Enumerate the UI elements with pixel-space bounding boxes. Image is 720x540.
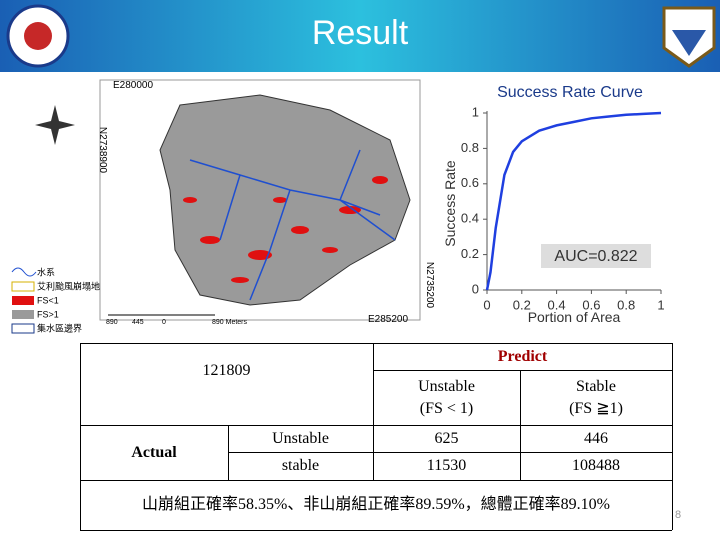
x-tick-label: 1 [657, 297, 664, 312]
y-tick-label: 0.6 [461, 175, 479, 190]
north-arrow [35, 105, 75, 145]
legend-label: FS>1 [37, 309, 59, 319]
table-value: 625 [434, 429, 459, 447]
header-bar: Result [0, 0, 720, 72]
page-number: 8 [675, 509, 681, 521]
table-rule [80, 480, 672, 481]
table-rule [672, 343, 673, 530]
annotation-box [541, 244, 651, 268]
table-value: 108488 [572, 457, 620, 475]
legend-label: FS<1 [37, 295, 59, 305]
map-legend: 水系 艾利颱風崩塌地 FS<1 FS>1 集水區邊界 [11, 266, 100, 334]
x-tick-label: 0.2 [513, 297, 531, 312]
y-tick-label: 0.2 [461, 246, 479, 261]
actual-header: Actual [131, 443, 177, 461]
success-curve [485, 111, 662, 291]
predict-header: Predict [497, 347, 548, 365]
y-tick-label: 1 [472, 104, 479, 119]
table-value: 446 [584, 429, 608, 447]
x-axis-label: Portion of Area [528, 309, 621, 325]
rivers [189, 149, 396, 301]
chart-title: Success Rate Curve [497, 84, 643, 101]
x-tick-label: 0 [483, 297, 490, 312]
map-coord: E285200 [368, 314, 408, 325]
row-header: Unstable [272, 429, 329, 447]
y-tick-label: 0 [472, 281, 479, 296]
table-rule [80, 425, 672, 426]
x-tick-label: 0.4 [548, 297, 566, 312]
logo-left-center [24, 22, 52, 50]
table-rule [520, 370, 521, 480]
column-header: Unstable (FS < 1) [418, 377, 475, 417]
x-tick-label: 0.8 [617, 297, 635, 312]
auc-annotation: AUC=0.822 [554, 248, 637, 265]
legend-label: 水系 [37, 266, 55, 277]
table-rule [80, 530, 672, 531]
accuracy-summary: 山崩組正確率58.35%、非山崩組正確率89.59%，總體正確率89.10% [142, 496, 610, 514]
map-coord: E280000 [113, 80, 153, 91]
scale-label: 890 Meters [212, 319, 248, 326]
table-rule [228, 425, 229, 480]
table-value: 11530 [426, 457, 467, 475]
legend-label: 集水區邊界 [37, 322, 82, 333]
y-axis-label: Success Rate [442, 160, 458, 247]
logo-right-mark [672, 30, 706, 56]
landslide-patches [183, 176, 388, 283]
map-coord: N2738900 [97, 127, 108, 174]
success-rate-chart: Success Rate Curve 0 0.2 0.4 0.6 0.8 1 0 0.2 0.4 0… [442, 84, 665, 325]
scale-label: 0 [162, 319, 166, 326]
table-rule [373, 343, 374, 480]
table-rule [373, 370, 672, 371]
column-header: Stable (FS ≧1) [569, 377, 623, 417]
scale-label: 445 [132, 319, 144, 326]
table-rule [228, 452, 672, 453]
y-tick-label: 0.8 [461, 140, 479, 155]
row-header: stable [281, 457, 320, 475]
legend-label: 艾利颱風崩塌地 [37, 280, 100, 291]
slide-title: Result [311, 14, 409, 52]
table-rule [80, 343, 672, 344]
corner-total: 121809 [202, 361, 251, 379]
y-tick-label: 0.4 [461, 211, 479, 226]
x-tick-label: 0.6 [582, 297, 600, 312]
scale-label: 890 [106, 319, 118, 326]
table-rule [80, 343, 81, 530]
map-coord: N2735200 [424, 262, 435, 309]
